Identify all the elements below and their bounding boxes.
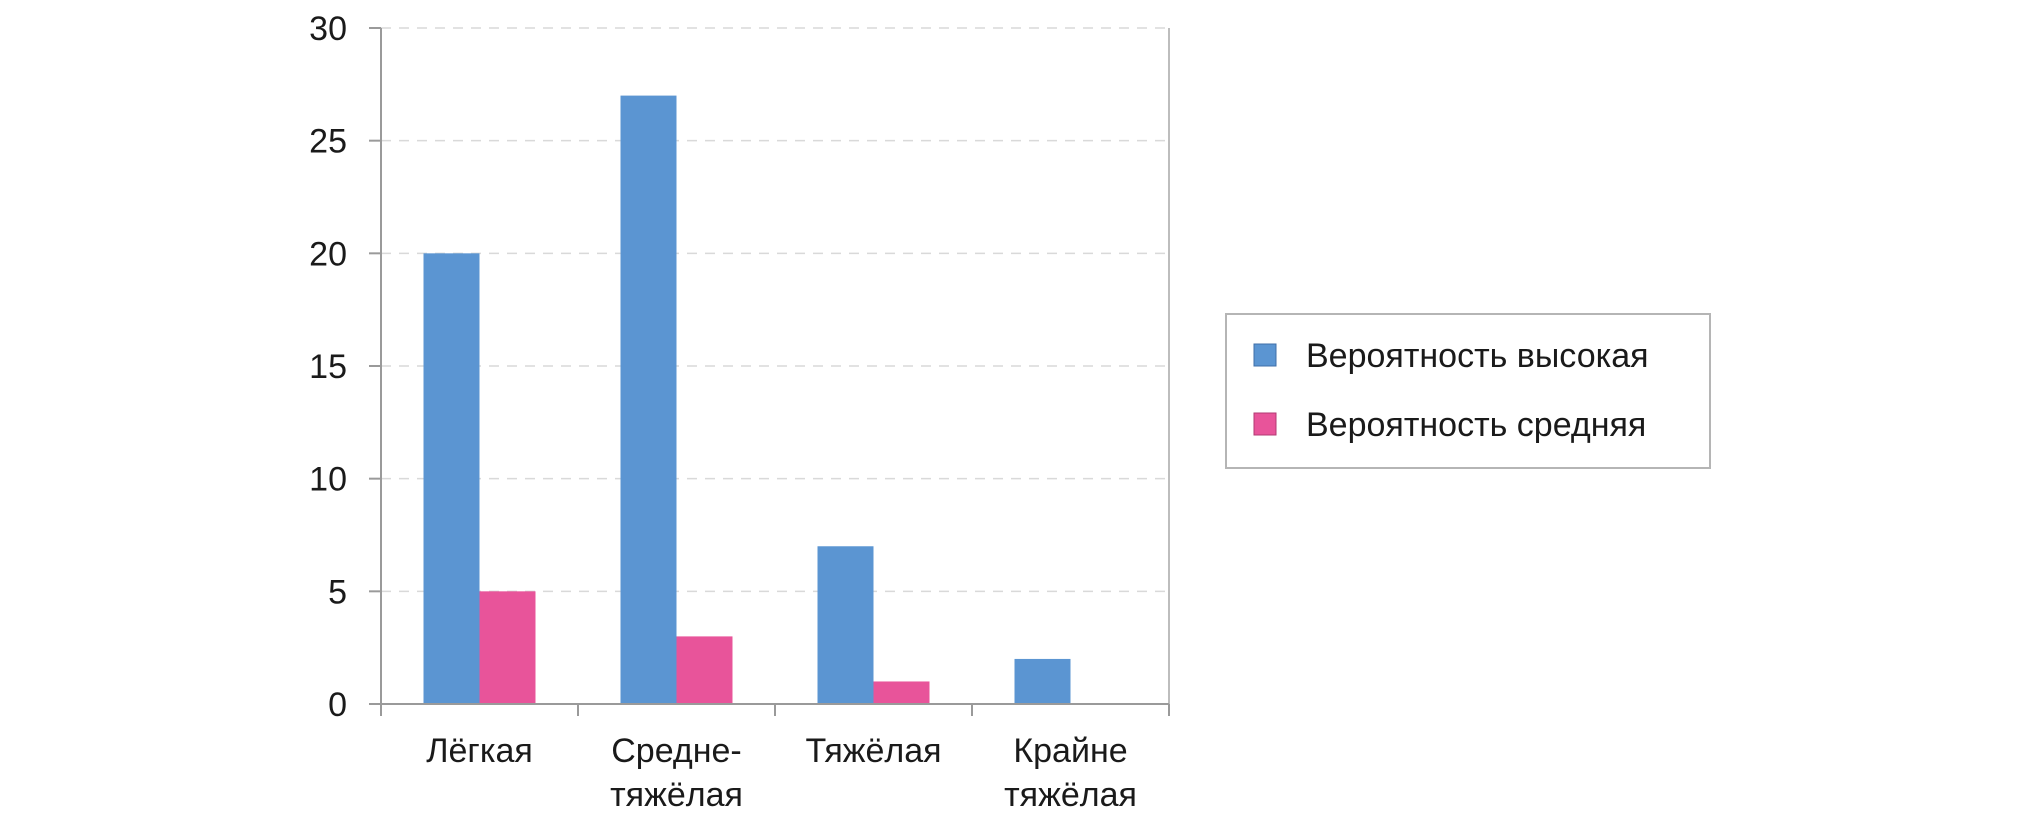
x-category-label: Средне-тяжёлая (610, 732, 743, 814)
y-tick-label: 0 (328, 686, 347, 724)
x-category-label-line: тяжёлая (610, 776, 743, 814)
x-category-label: Лёгкая (426, 732, 533, 770)
x-category-label-line: Средне- (611, 732, 741, 770)
x-category-label-line: Тяжёлая (805, 732, 941, 770)
x-category-label-line: Крайне (1013, 732, 1127, 770)
y-tick-label: 15 (309, 348, 347, 386)
bar (620, 95, 677, 705)
legend-swatch-medium (1253, 412, 1277, 436)
legend-swatch-high (1253, 343, 1277, 367)
y-tick-label: 5 (328, 573, 347, 611)
legend: Вероятность высокая Вероятность средняя (1225, 313, 1711, 469)
y-tick-label: 30 (309, 10, 347, 48)
bar (423, 253, 480, 705)
bar (1014, 658, 1071, 704)
y-tick-label: 25 (309, 123, 347, 161)
bar (873, 681, 930, 704)
bar (479, 591, 536, 704)
y-tick-label: 10 (309, 461, 347, 499)
bar (817, 546, 874, 704)
y-tick-label: 20 (309, 235, 347, 273)
bars (423, 95, 1071, 705)
y-tick-labels: 0 5 10 15 20 25 30 (309, 10, 347, 724)
legend-label-medium: Вероятность средняя (1306, 406, 1646, 444)
x-category-label-line: тяжёлая (1004, 776, 1137, 814)
legend-label-high: Вероятность высокая (1306, 337, 1649, 375)
bar (676, 636, 733, 704)
x-category-label: Тяжёлая (805, 732, 941, 770)
x-category-label: Крайне тяжёлая (1004, 732, 1137, 814)
x-category-labels: Лёгкая Средне-тяжёлая Тяжёлая Крайне тяжёлая (426, 732, 1137, 814)
legend-box (1225, 313, 1711, 469)
x-category-label-line: Лёгкая (426, 732, 533, 770)
axes (380, 28, 1170, 705)
